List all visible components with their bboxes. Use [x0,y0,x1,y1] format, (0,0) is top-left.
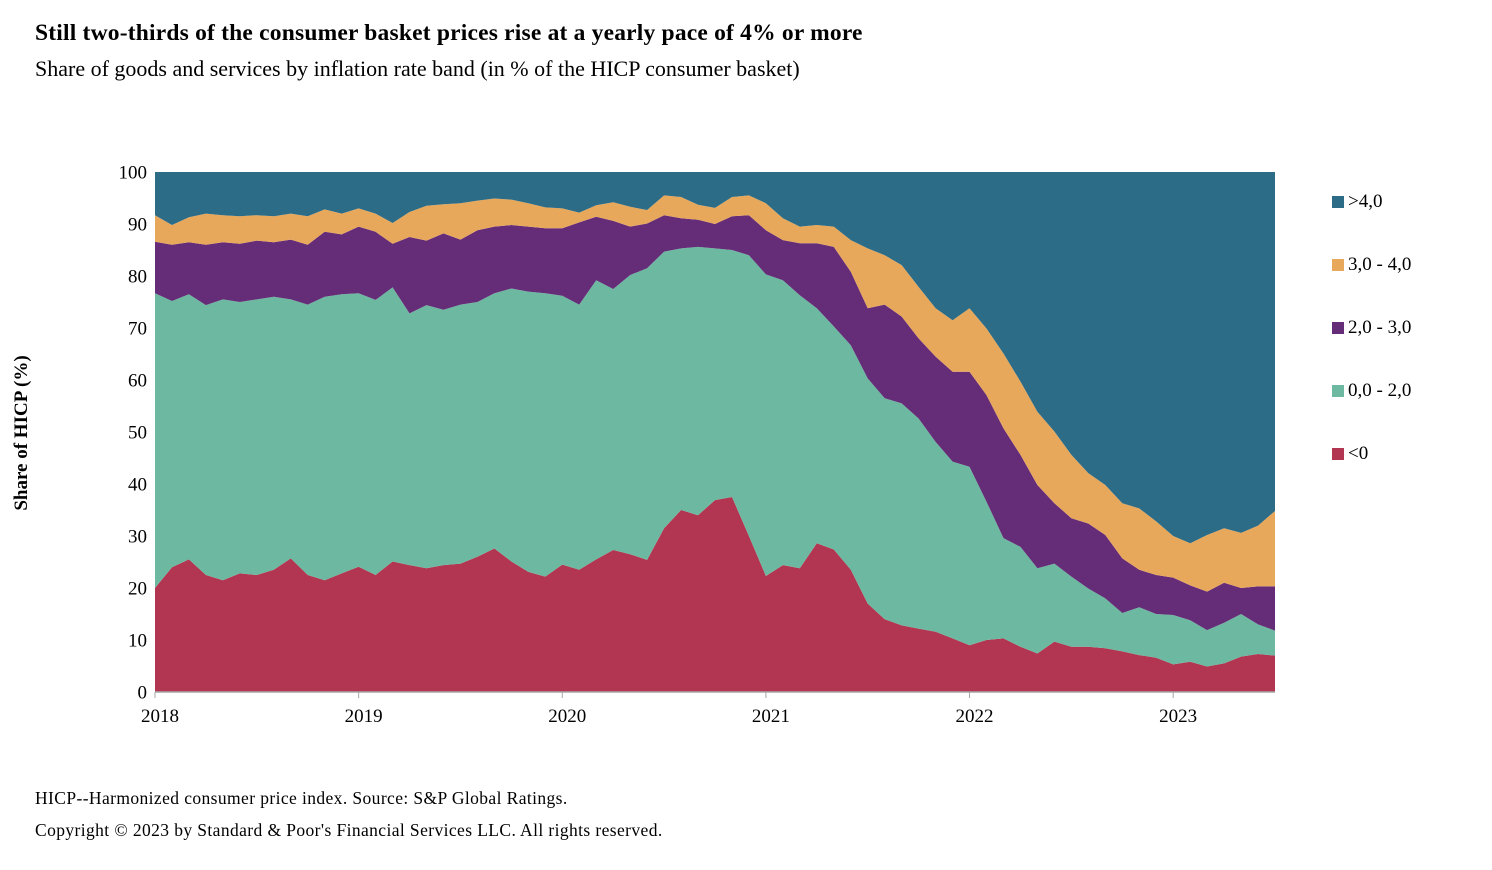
legend-swatch-gt4-icon [1332,196,1344,208]
legend: >4,0 3,0 - 4,0 2,0 - 3,0 0,0 - 2,0 <0 [1332,191,1412,507]
chart-subtitle: Share of goods and services by inflation… [35,56,800,81]
x-tick-label-2023: 2023 [1159,706,1197,727]
y-tick-label-10: 10 [128,631,147,652]
legend-label-2-3: 2,0 - 3,0 [1348,317,1412,338]
y-tick-label-0: 0 [138,683,148,704]
chart-title: Still two-thirds of the consumer basket … [35,20,863,46]
y-tick-label-60: 60 [128,371,147,392]
x-tick-label-2021: 2021 [752,706,790,727]
legend-item-0-2: 0,0 - 2,0 [1332,380,1412,401]
x-tick-label-2018: 2018 [141,706,179,727]
area-series--4-0 [155,172,1275,544]
y-tick-label-40: 40 [128,475,147,496]
y-tick-label-80: 80 [128,267,147,288]
legend-item-3-4: 3,0 - 4,0 [1332,254,1412,275]
y-tick-label-20: 20 [128,579,147,600]
legend-label-3-4: 3,0 - 4,0 [1348,254,1412,275]
source-note: HICP--Harmonized consumer price index. S… [35,788,568,808]
legend-label-0-2: 0,0 - 2,0 [1348,380,1412,401]
legend-item-gt4: >4,0 [1332,191,1411,212]
area-series--0 [155,497,1275,692]
legend-item-2-3: 2,0 - 3,0 [1332,317,1412,338]
legend-swatch-2-3-icon [1332,322,1344,334]
area-series-3-0-4-0 [155,195,1275,592]
legend-label-gt4: >4,0 [1348,191,1383,212]
legend-swatch-0-2-icon [1332,385,1344,397]
copyright-note: Copyright © 2023 by Standard & Poor's Fi… [35,820,663,840]
x-tick-label-2019: 2019 [345,706,383,727]
area-series-0-0-2-0 [155,246,1275,667]
legend-item-lt0: <0 [1332,443,1411,464]
y-tick-label-100: 100 [119,163,148,184]
area-series-2-0-3-0 [155,215,1275,631]
y-tick-label-70: 70 [128,319,147,340]
y-tick-label-30: 30 [128,527,147,548]
y-tick-label-50: 50 [128,423,147,444]
y-tick-label-90: 90 [128,215,147,236]
x-tick-label-2022: 2022 [956,706,994,727]
legend-label-lt0: <0 [1348,443,1369,464]
legend-swatch-lt0-icon [1332,448,1344,460]
x-tick-label-2020: 2020 [548,706,586,727]
legend-swatch-3-4-icon [1332,259,1344,271]
